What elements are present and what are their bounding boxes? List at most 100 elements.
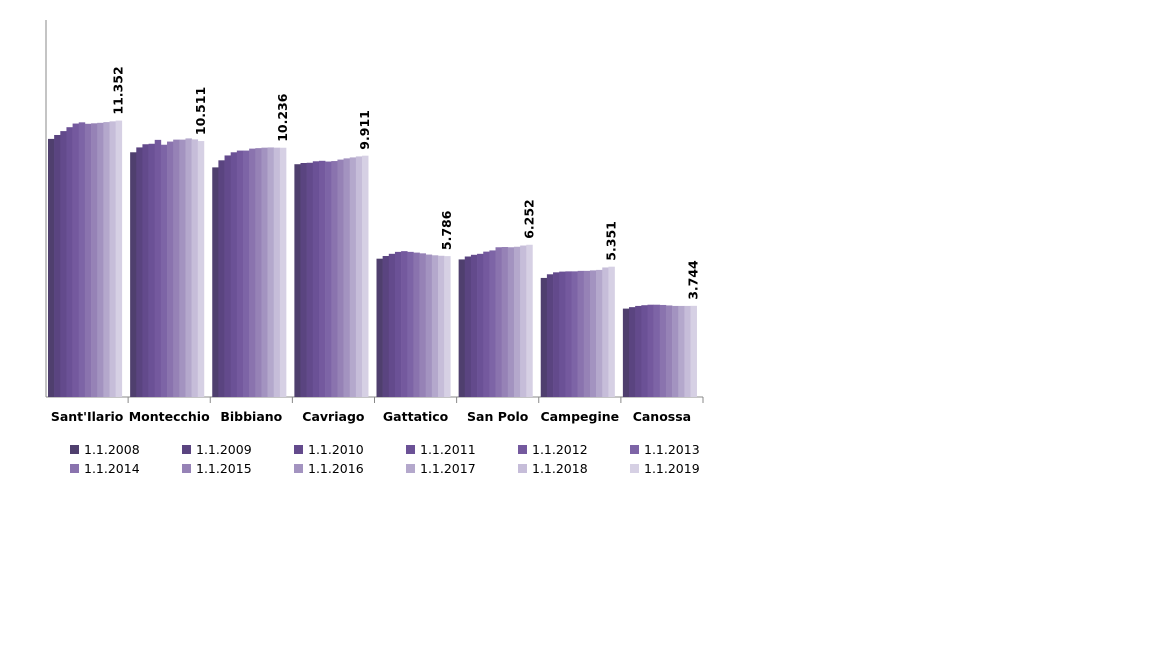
legend-label: 1.1.2010 xyxy=(308,442,364,457)
category-label: Cavriago xyxy=(302,409,365,424)
bar-1.1.2013 xyxy=(407,251,414,397)
bar-1.1.2017 xyxy=(513,246,521,397)
bar-1.1.2012 xyxy=(483,251,490,397)
bar-1.1.2012 xyxy=(565,271,572,397)
bar-1.1.2016 xyxy=(343,158,351,397)
bar-1.1.2015 xyxy=(665,305,673,397)
bar-1.1.2012 xyxy=(647,304,654,397)
bar-1.1.2019 xyxy=(362,155,369,397)
bar-1.1.2008 xyxy=(540,277,548,397)
legend-label: 1.1.2016 xyxy=(308,461,364,476)
legend-label: 1.1.2013 xyxy=(644,442,700,457)
data-label: 5.351 xyxy=(604,221,619,261)
legend-label: 1.1.2011 xyxy=(420,442,476,457)
bar-1.1.2018 xyxy=(684,305,691,397)
bar-1.1.2010 xyxy=(224,155,231,397)
bar-1.1.2014 xyxy=(249,148,256,397)
data-label: 6.252 xyxy=(521,199,536,239)
bar-1.1.2016 xyxy=(425,254,433,397)
legend-label: 1.1.2017 xyxy=(420,461,476,476)
bar-1.1.2012 xyxy=(72,123,80,398)
legend-swatch xyxy=(182,464,191,473)
bar-1.1.2011 xyxy=(641,305,648,397)
bar-1.1.2013 xyxy=(160,144,168,397)
bar-1.1.2012 xyxy=(154,139,162,398)
bar-1.1.2012 xyxy=(236,150,244,397)
bar-1.1.2015 xyxy=(255,148,262,397)
bar-1.1.2016 xyxy=(672,305,679,397)
bar-1.1.2015 xyxy=(91,123,98,397)
data-label: 11.352 xyxy=(111,66,126,114)
bar-1.1.2015 xyxy=(501,247,509,397)
bar-1.1.2017 xyxy=(185,138,192,397)
bar-1.1.2019 xyxy=(197,141,205,397)
bar-1.1.2015 xyxy=(583,270,591,397)
bar-1.1.2016 xyxy=(507,247,515,397)
legend-swatch xyxy=(70,445,79,454)
category-label: Bibbiano xyxy=(220,409,282,424)
legend-label: 1.1.2019 xyxy=(644,461,700,476)
bar-1.1.2010 xyxy=(306,162,314,397)
bar-1.1.2015 xyxy=(337,159,344,397)
bar-1.1.2018 xyxy=(355,156,363,397)
legend-label: 1.1.2008 xyxy=(84,442,140,457)
bar-1.1.2011 xyxy=(312,161,320,397)
bar-1.1.2009 xyxy=(54,134,61,398)
bar-1.1.2010 xyxy=(470,254,478,397)
bar-1.1.2019 xyxy=(690,305,697,397)
bar-1.1.2009 xyxy=(546,274,554,397)
bar-1.1.2016 xyxy=(261,147,268,397)
bar-1.1.2014 xyxy=(577,270,585,397)
bar-1.1.2010 xyxy=(635,305,642,397)
bar-1.1.2009 xyxy=(629,307,636,397)
bar-1.1.2016 xyxy=(179,139,186,397)
legend-swatch xyxy=(70,464,79,473)
bar-1.1.2011 xyxy=(394,251,402,397)
bar-1.1.2013 xyxy=(571,271,578,397)
bar-1.1.2009 xyxy=(300,163,307,397)
bar-1.1.2017 xyxy=(431,255,439,397)
bar-1.1.2011 xyxy=(148,143,156,397)
bar-1.1.2018 xyxy=(273,147,281,397)
bar-1.1.2012 xyxy=(401,251,408,397)
bar-1.1.2017 xyxy=(678,305,685,397)
bar-1.1.2008 xyxy=(212,167,219,397)
category-label: San Polo xyxy=(467,409,529,424)
bar-1.1.2012 xyxy=(318,160,326,397)
legend-swatch xyxy=(630,464,639,473)
bar-1.1.2011 xyxy=(66,127,73,397)
bar-1.1.2014 xyxy=(331,161,338,397)
category-label: Sant'Ilario xyxy=(51,409,124,424)
legend-label: 1.1.2015 xyxy=(196,461,252,476)
bar-1.1.2018 xyxy=(109,121,116,398)
legend-label: 1.1.2018 xyxy=(532,461,588,476)
legend-swatch xyxy=(294,464,303,473)
bar-1.1.2009 xyxy=(218,160,225,397)
bar-1.1.2013 xyxy=(325,161,332,397)
data-label: 5.786 xyxy=(439,210,454,250)
bar-1.1.2014 xyxy=(84,123,92,397)
bar-1.1.2014 xyxy=(413,252,420,397)
bar-1.1.2011 xyxy=(230,152,238,397)
category-label: Canossa xyxy=(633,409,691,424)
bar-1.1.2018 xyxy=(438,255,445,397)
bar-1.1.2019 xyxy=(115,120,123,397)
category-label: Gattatico xyxy=(383,409,449,424)
bar-1.1.2013 xyxy=(243,150,250,397)
bar-1.1.2014 xyxy=(167,141,174,397)
bar-1.1.2015 xyxy=(173,139,180,397)
legend-swatch xyxy=(518,445,527,454)
bar-1.1.2013 xyxy=(653,304,661,397)
bar-1.1.2011 xyxy=(559,271,566,397)
bar-1.1.2008 xyxy=(48,138,55,397)
category-label: Campegine xyxy=(540,409,619,424)
bar-1.1.2011 xyxy=(477,253,484,397)
bar-1.1.2014 xyxy=(495,247,502,397)
bar-1.1.2009 xyxy=(464,256,472,397)
legend-swatch xyxy=(406,445,415,454)
bar-1.1.2018 xyxy=(520,245,527,397)
bar-1.1.2019 xyxy=(279,147,287,397)
bar-1.1.2008 xyxy=(130,152,137,397)
